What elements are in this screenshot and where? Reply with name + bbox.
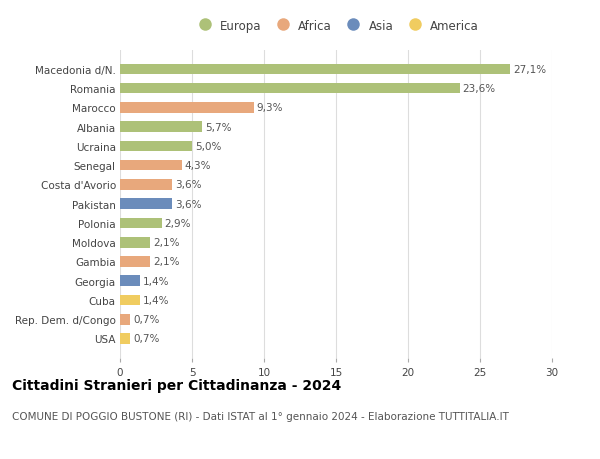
- Bar: [120, 237, 150, 248]
- Legend: Europa, Africa, Asia, America: Europa, Africa, Asia, America: [193, 19, 479, 33]
- Text: 5,7%: 5,7%: [205, 123, 232, 132]
- Text: Cittadini Stranieri per Cittadinanza - 2024: Cittadini Stranieri per Cittadinanza - 2…: [12, 379, 341, 392]
- Text: 2,1%: 2,1%: [153, 238, 179, 248]
- Bar: [120, 103, 254, 113]
- Bar: [120, 218, 162, 229]
- Text: 3,6%: 3,6%: [175, 180, 201, 190]
- Bar: [120, 64, 510, 75]
- Bar: [120, 122, 202, 133]
- Text: 1,4%: 1,4%: [143, 295, 170, 305]
- Bar: [120, 180, 172, 190]
- Bar: [120, 295, 140, 306]
- Text: COMUNE DI POGGIO BUSTONE (RI) - Dati ISTAT al 1° gennaio 2024 - Elaborazione TUT: COMUNE DI POGGIO BUSTONE (RI) - Dati IST…: [12, 411, 509, 421]
- Text: 0,7%: 0,7%: [133, 334, 160, 344]
- Text: 9,3%: 9,3%: [257, 103, 283, 113]
- Text: 1,4%: 1,4%: [143, 276, 170, 286]
- Bar: [120, 314, 130, 325]
- Bar: [120, 141, 192, 152]
- Bar: [120, 257, 150, 267]
- Bar: [120, 334, 130, 344]
- Bar: [120, 161, 182, 171]
- Text: 2,9%: 2,9%: [164, 218, 191, 229]
- Bar: [120, 199, 172, 210]
- Text: 27,1%: 27,1%: [513, 65, 546, 75]
- Bar: [120, 276, 140, 286]
- Text: 3,6%: 3,6%: [175, 199, 201, 209]
- Text: 0,7%: 0,7%: [133, 314, 160, 325]
- Text: 5,0%: 5,0%: [195, 142, 221, 151]
- Text: 4,3%: 4,3%: [185, 161, 211, 171]
- Text: 23,6%: 23,6%: [463, 84, 496, 94]
- Text: 2,1%: 2,1%: [153, 257, 179, 267]
- Bar: [120, 84, 460, 94]
